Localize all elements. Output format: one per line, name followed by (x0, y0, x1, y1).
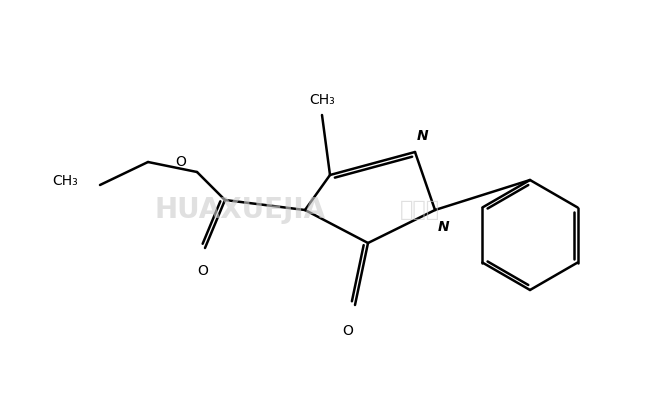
Text: O: O (198, 264, 208, 278)
Text: HUAXUEJIA: HUAXUEJIA (154, 196, 325, 224)
Text: O: O (343, 324, 353, 338)
Text: N: N (417, 129, 429, 143)
Text: 化学加: 化学加 (400, 200, 440, 220)
Text: CH₃: CH₃ (52, 174, 78, 188)
Text: O: O (175, 155, 186, 169)
Text: N: N (438, 220, 450, 234)
Text: CH₃: CH₃ (309, 93, 335, 107)
